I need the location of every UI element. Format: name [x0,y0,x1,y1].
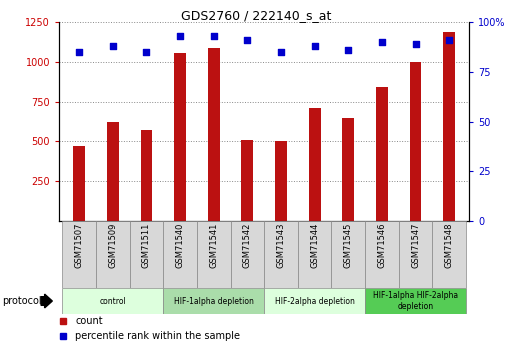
Text: HIF-2alpha depletion: HIF-2alpha depletion [275,296,354,306]
Bar [331,221,365,288]
Text: GSM71507: GSM71507 [75,223,84,268]
Text: percentile rank within the sample: percentile rank within the sample [75,331,241,341]
Text: GSM71546: GSM71546 [378,223,386,268]
Bar [141,130,152,221]
Bar [342,118,354,221]
Text: GSM71541: GSM71541 [209,223,218,268]
Text: HIF-1alpha depletion: HIF-1alpha depletion [174,296,253,306]
Text: GSM71543: GSM71543 [277,223,286,268]
Bar [432,221,466,288]
Bar [264,221,298,288]
Bar [208,48,220,221]
Bar [63,221,96,288]
Text: HIF-1alpha HIF-2alpha
depletion: HIF-1alpha HIF-2alpha depletion [373,291,458,311]
Bar [163,288,264,314]
Point [344,47,352,53]
Text: GSM71542: GSM71542 [243,223,252,268]
Point [445,38,453,43]
Bar [399,221,432,288]
Point [378,39,386,45]
Bar [197,221,230,288]
Point [142,49,150,55]
Point [176,33,184,39]
Text: GDS2760 / 222140_s_at: GDS2760 / 222140_s_at [181,9,332,22]
Bar [275,141,287,221]
Point [75,49,83,55]
Text: count: count [75,316,103,326]
Bar [443,32,455,221]
Bar [376,88,388,221]
Text: GSM71547: GSM71547 [411,223,420,268]
Text: GSM71511: GSM71511 [142,223,151,268]
Point [210,33,218,39]
Point [277,49,285,55]
Text: GSM71540: GSM71540 [175,223,185,268]
Bar [163,221,197,288]
Bar [130,221,163,288]
Point [411,41,420,47]
Bar [174,53,186,221]
Bar [242,140,253,221]
Bar [365,288,466,314]
Bar [230,221,264,288]
Bar [107,122,119,221]
Bar [410,62,422,221]
Bar [298,221,331,288]
Text: GSM71509: GSM71509 [108,223,117,268]
Bar [96,221,130,288]
Bar [309,108,321,221]
Point [310,43,319,49]
Text: GSM71548: GSM71548 [445,223,453,268]
Bar [365,221,399,288]
Text: protocol: protocol [3,296,42,306]
FancyArrow shape [41,294,52,308]
Text: GSM71545: GSM71545 [344,223,353,268]
Bar [63,288,163,314]
Text: control: control [100,296,126,306]
Bar [73,146,85,221]
Point [243,38,251,43]
Text: GSM71544: GSM71544 [310,223,319,268]
Bar [264,288,365,314]
Point [109,43,117,49]
